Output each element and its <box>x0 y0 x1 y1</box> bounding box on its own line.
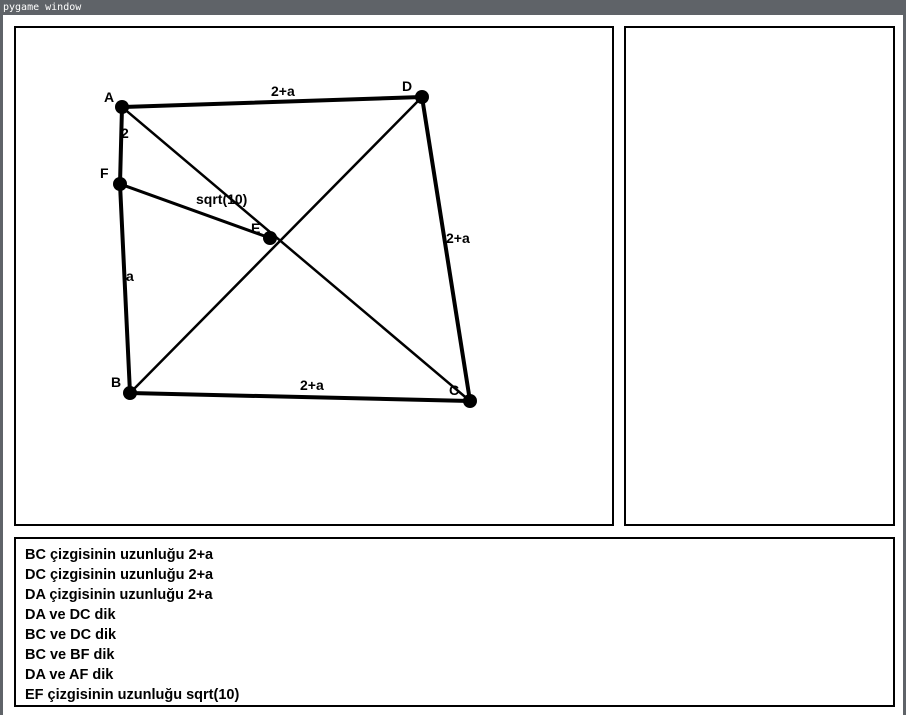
statement-line: BC ve DC dik <box>25 627 117 643</box>
point-b[interactable] <box>123 386 137 400</box>
segment-bd <box>128 95 424 395</box>
length-label-a-f: 2 <box>121 125 129 141</box>
segment-af <box>118 105 124 186</box>
statement-line: BC çizgisinin uzunluğu 2+a <box>25 547 214 563</box>
point-label-b: B <box>111 374 121 390</box>
window-frame-left <box>0 15 3 715</box>
point-d[interactable] <box>415 90 429 104</box>
segment-ac <box>120 105 472 403</box>
point-f[interactable] <box>113 177 127 191</box>
statement-line: DA çizgisinin uzunluğu 2+a <box>25 587 213 603</box>
point-label-c: C <box>449 382 459 398</box>
length-label-f-b: a <box>126 268 134 284</box>
length-label-f-e: sqrt(10) <box>196 191 247 207</box>
point-label-a: A <box>104 89 114 105</box>
statement-line: DA ve AF dik <box>25 667 114 683</box>
point-a[interactable] <box>115 100 129 114</box>
statement-line: DA ve DC dik <box>25 607 116 623</box>
drawing-canvas[interactable]: A D F E B C 2+a 2 sqrt(10) 2+a a 2+a <box>14 26 614 526</box>
side-panel <box>624 26 895 526</box>
geometry-figure: A D F E B C 2+a 2 sqrt(10) 2+a a 2+a <box>100 78 477 408</box>
length-label-b-c: 2+a <box>300 377 324 393</box>
point-label-d: D <box>402 78 412 94</box>
window-title: pygame window <box>0 0 906 15</box>
segment-ad <box>120 95 424 109</box>
window-frame-right <box>903 15 906 715</box>
info-panel: BC çizgisinin uzunluğu 2+a DC çizgisinin … <box>14 537 895 707</box>
point-c[interactable] <box>463 394 477 408</box>
point-label-f: F <box>100 165 109 181</box>
statement-line: BC ve BF dik <box>25 647 115 663</box>
statement-line: DC çizgisinin uzunluğu 2+a <box>25 567 214 583</box>
segment-fb <box>118 182 132 395</box>
segment-bc <box>128 391 472 403</box>
segment-fe <box>118 182 272 240</box>
statement-list: BC çizgisinin uzunluğu 2+a DC çizgisinin … <box>25 545 239 705</box>
statement-line: EF çizgisinin uzunluğu sqrt(10) <box>25 687 240 703</box>
length-label-d-c: 2+a <box>446 230 470 246</box>
point-label-e: E <box>251 220 260 236</box>
segment-dc <box>420 95 472 403</box>
point-e[interactable] <box>263 231 277 245</box>
length-label-a-d: 2+a <box>271 83 295 99</box>
